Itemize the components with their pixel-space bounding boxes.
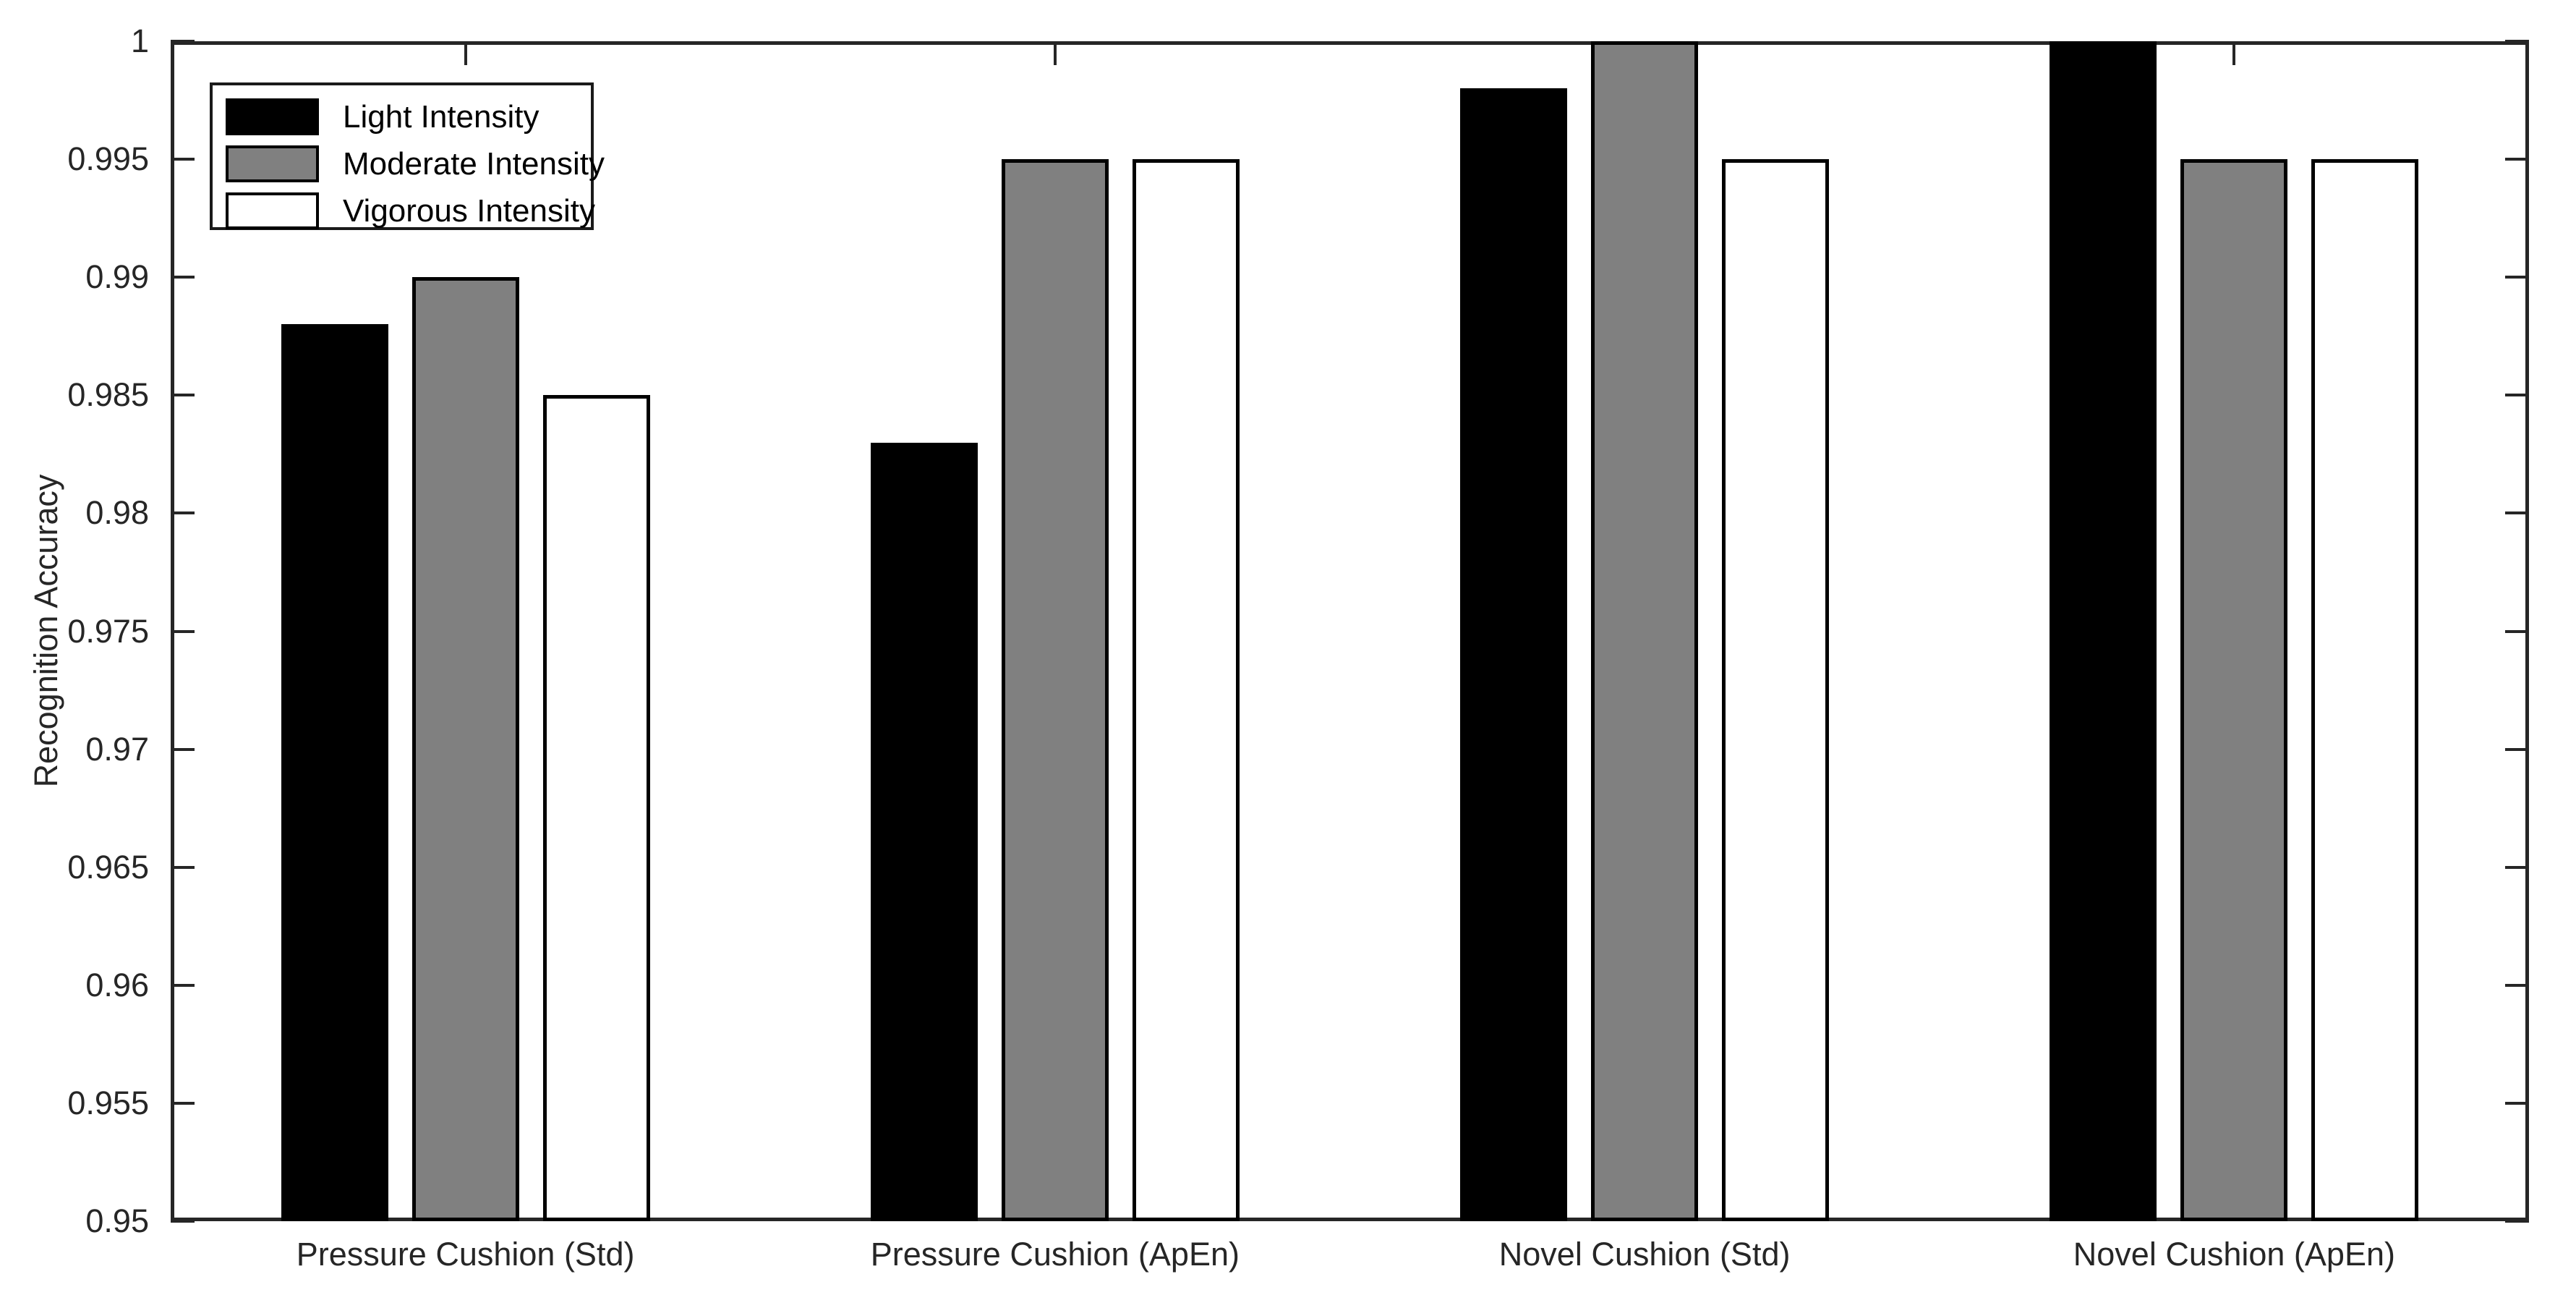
bar — [2311, 159, 2419, 1221]
y-tick-left — [171, 511, 195, 515]
y-tick-right — [2505, 511, 2529, 515]
y-tick-left — [171, 276, 195, 279]
y-tick-left — [171, 983, 195, 987]
y-tick-left — [171, 40, 195, 43]
y-tick-right — [2505, 1101, 2529, 1105]
bar — [542, 395, 650, 1221]
legend: Light Intensity Moderate Intensity Vigorou… — [210, 82, 605, 230]
y-tick-right — [2505, 865, 2529, 869]
bar — [1001, 159, 1109, 1221]
y-tick-label: 1 — [130, 22, 149, 59]
legend-swatch — [226, 98, 319, 135]
y-tick-label: 0.995 — [67, 140, 149, 178]
y-tick-left — [171, 629, 195, 633]
legend-label: Moderate Intensity — [343, 146, 605, 182]
y-tick-label: 0.955 — [67, 1084, 149, 1121]
x-tick-top — [2232, 41, 2236, 65]
bar — [1132, 159, 1240, 1221]
legend-swatch — [226, 192, 319, 229]
x-category-label: Pressure Cushion (Std) — [296, 1236, 635, 1273]
y-tick-left — [171, 158, 195, 161]
legend-label: Vigorous Intensity — [343, 193, 595, 229]
y-tick-left — [171, 865, 195, 869]
bar — [870, 442, 978, 1221]
y-tick-label: 0.985 — [67, 376, 149, 414]
bar — [281, 324, 388, 1221]
y-tick-label: 0.95 — [85, 1202, 149, 1239]
y-tick-right — [2505, 629, 2529, 633]
y-tick-left — [171, 1220, 195, 1223]
y-tick-right — [2505, 983, 2529, 987]
legend-swatch — [226, 145, 319, 182]
plot-area — [171, 40, 2529, 1223]
x-category-label: Pressure Cushion (ApEn) — [870, 1236, 1240, 1273]
bar — [411, 277, 519, 1221]
y-tick-label: 0.99 — [85, 258, 149, 296]
y-tick-label: 0.98 — [85, 494, 149, 532]
y-tick-right — [2505, 394, 2529, 397]
y-tick-right — [2505, 747, 2529, 751]
y-tick-left — [171, 394, 195, 397]
y-tick-right — [2505, 40, 2529, 43]
bar — [2180, 159, 2288, 1221]
x-category-label: Novel Cushion (Std) — [1498, 1236, 1791, 1273]
y-tick-right — [2505, 1220, 2529, 1223]
bar — [1591, 41, 1699, 1221]
y-tick-label: 0.965 — [67, 848, 149, 886]
legend-label: Light Intensity — [343, 99, 539, 135]
y-tick-left — [171, 1101, 195, 1105]
bar — [1722, 159, 1830, 1221]
x-tick-top — [1053, 41, 1057, 65]
x-category-label: Novel Cushion (ApEn) — [2073, 1236, 2395, 1273]
bar — [2050, 41, 2157, 1221]
y-tick-label: 0.975 — [67, 612, 149, 650]
y-tick-label: 0.97 — [85, 730, 149, 768]
y-tick-label: 0.96 — [85, 966, 149, 1003]
y-tick-right — [2505, 158, 2529, 161]
y-tick-right — [2505, 276, 2529, 279]
y-tick-left — [171, 747, 195, 751]
bar — [1460, 88, 1568, 1221]
x-tick-top — [464, 41, 467, 65]
